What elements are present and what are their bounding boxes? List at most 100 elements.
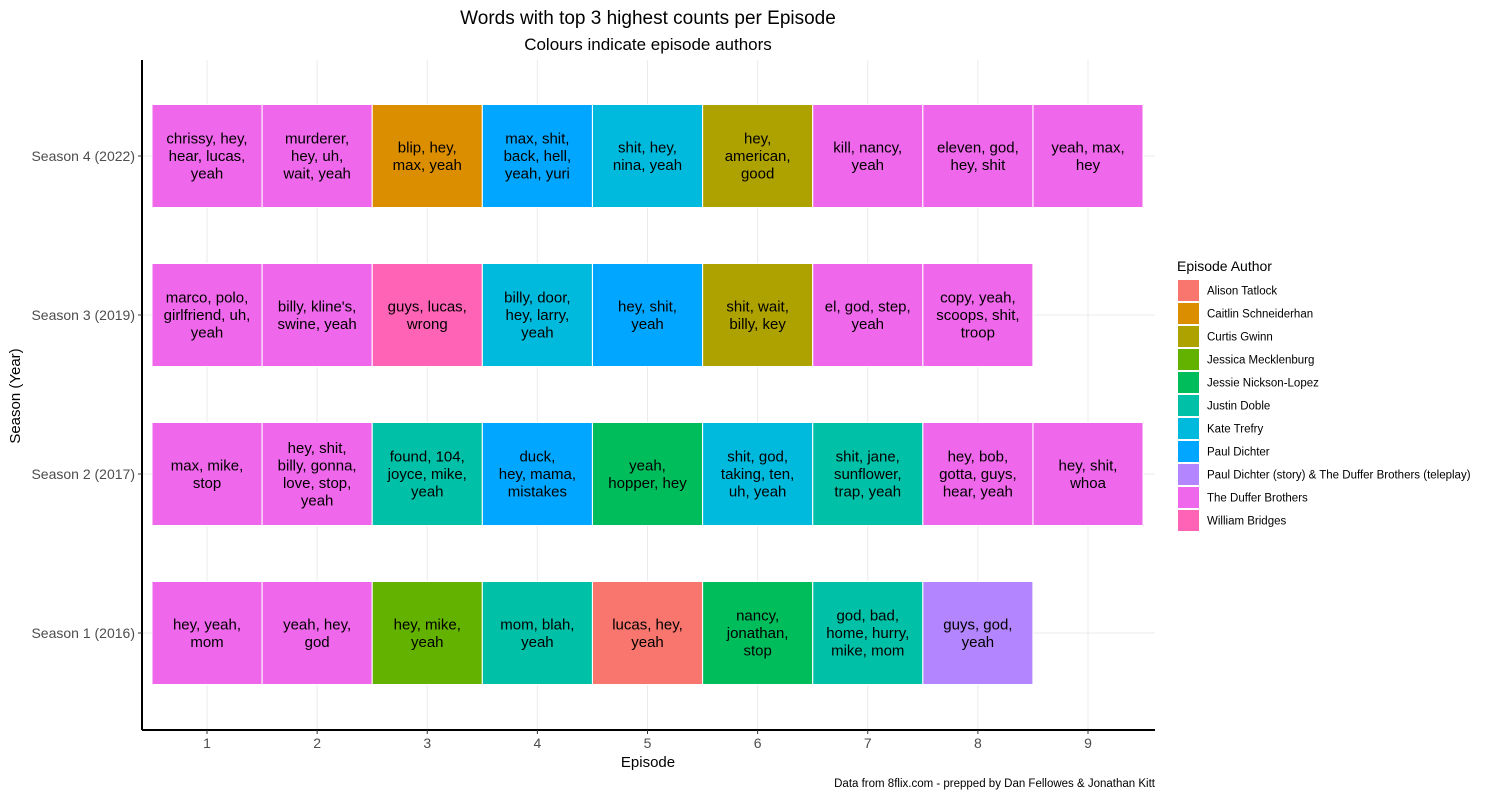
tile-label: stop bbox=[743, 643, 771, 660]
legend-item: Paul Dichter (story) & The Duffer Brothe… bbox=[1178, 464, 1471, 485]
tile-label: american, bbox=[725, 148, 791, 165]
legend-label: William Bridges bbox=[1207, 516, 1286, 528]
tile-label: yeah, max, bbox=[1051, 139, 1124, 156]
tile-label: hey, yeah, bbox=[173, 616, 241, 633]
tile-label: found, 104, bbox=[390, 449, 465, 466]
tile: blip, hey,max, yeah bbox=[371, 104, 483, 208]
tile-rect bbox=[812, 263, 924, 367]
tile-label: yeah, bbox=[629, 457, 666, 474]
tile-rect bbox=[371, 263, 483, 367]
y-tick-label: Season 3 (2019) bbox=[31, 307, 135, 323]
tile-label: mom bbox=[190, 634, 223, 651]
tile-label: stop bbox=[193, 475, 221, 492]
x-tick-label: 8 bbox=[974, 735, 982, 751]
legend-item: Jessie Nickson-Lopez bbox=[1178, 372, 1319, 393]
tile: hey, bob,gotta, guys,hear, yeah bbox=[922, 422, 1034, 526]
tile-rect bbox=[151, 104, 263, 208]
tile-label: sunflower, bbox=[834, 466, 902, 483]
tile-label: yeah bbox=[521, 634, 554, 651]
tile-label: yeah bbox=[851, 157, 884, 174]
tile-label: hey, shit bbox=[951, 157, 1007, 174]
tile-rect bbox=[922, 263, 1034, 367]
tile-label: uh, yeah bbox=[729, 484, 787, 501]
tile: max, shit,back, hell,yeah, yuri bbox=[481, 104, 593, 208]
tile-label: max, yeah bbox=[393, 157, 462, 174]
tile-label: hey, shit, bbox=[288, 440, 347, 457]
y-tick-label: Season 1 (2016) bbox=[31, 625, 135, 641]
legend-key bbox=[1178, 510, 1199, 531]
tile-label: wait, yeah bbox=[282, 166, 351, 183]
legend-item: William Bridges bbox=[1178, 510, 1286, 531]
tile: guys, god,yeah bbox=[922, 581, 1034, 685]
x-tick-label: 7 bbox=[864, 735, 872, 751]
tile-label: guys, god, bbox=[943, 616, 1012, 633]
x-tick-label: 3 bbox=[423, 735, 431, 751]
tile-label: hey, mike, bbox=[394, 616, 461, 633]
tile-label: hey bbox=[1076, 157, 1101, 174]
tile-label: god bbox=[305, 634, 330, 651]
tile: kill, nancy,yeah bbox=[812, 104, 924, 208]
caption: Data from 8flix.com - prepped by Dan Fel… bbox=[834, 778, 1156, 790]
tile-label: mistakes bbox=[508, 484, 567, 501]
legend-item: Kate Trefry bbox=[1178, 418, 1263, 439]
tile: nancy,jonathan,stop bbox=[702, 581, 814, 685]
tile-label: copy, yeah, bbox=[940, 290, 1016, 307]
tile-rect bbox=[371, 422, 483, 526]
legend-key bbox=[1178, 326, 1199, 347]
tile-rect bbox=[261, 263, 373, 367]
legend-label: Alison Tatlock bbox=[1207, 286, 1277, 298]
y-tick-label: Season 2 (2017) bbox=[31, 466, 135, 482]
tile-label: yeah bbox=[521, 325, 554, 342]
legend-key bbox=[1178, 372, 1199, 393]
x-tick-label: 1 bbox=[203, 735, 211, 751]
tile-label: hey, larry, bbox=[506, 307, 570, 324]
tile-rect bbox=[481, 104, 593, 208]
y-axis-title: Season (Year) bbox=[7, 348, 24, 443]
tile: hey, mike,yeah bbox=[371, 581, 483, 685]
legend-item: Alison Tatlock bbox=[1178, 280, 1277, 301]
tile: hey, shit,billy, gonna,love, stop,yeah bbox=[261, 422, 373, 526]
axes: 1 2 3 4 5 6 7 8 9 Season 1 (2016) Season 2 (2017) S… bbox=[31, 60, 1155, 751]
tile-rect bbox=[481, 581, 593, 685]
legend-label: Caitlin Schneiderhan bbox=[1207, 309, 1313, 321]
tile-label: blip, hey, bbox=[398, 139, 457, 156]
tile-label: lucas, hey, bbox=[612, 616, 683, 633]
tile-label: back, hell, bbox=[504, 148, 572, 165]
legend-key bbox=[1178, 441, 1199, 462]
tile-rect bbox=[481, 263, 593, 367]
tile: god, bad,home, hurry,mike, mom bbox=[812, 581, 924, 685]
legend-label: Paul Dichter bbox=[1207, 447, 1270, 459]
tile-label: billy, door, bbox=[504, 290, 570, 307]
legend: Episode Author Alison Tatlock Caitlin Sch… bbox=[1177, 258, 1471, 531]
tile-rect bbox=[812, 581, 924, 685]
tile-label: marco, polo, bbox=[166, 290, 249, 307]
chart-subtitle: Colours indicate episode authors bbox=[524, 35, 772, 54]
tile-label: yeah, hey, bbox=[283, 616, 351, 633]
tile-label: hear, lucas, bbox=[169, 148, 246, 165]
legend-label: Kate Trefry bbox=[1207, 424, 1263, 436]
y-tick-label: Season 4 (2022) bbox=[31, 148, 135, 164]
legend-key bbox=[1178, 280, 1199, 301]
legend-key bbox=[1178, 487, 1199, 508]
tile-rect bbox=[261, 422, 373, 526]
tile: yeah, max,hey bbox=[1032, 104, 1144, 208]
legend-key bbox=[1178, 303, 1199, 324]
tile-label: yeah bbox=[191, 166, 224, 183]
tile-label: chrissy, hey, bbox=[166, 131, 247, 148]
tile-label: murderer, bbox=[285, 131, 349, 148]
tile-label: mom, blah, bbox=[500, 616, 574, 633]
legend-key bbox=[1178, 395, 1199, 416]
legend-item: Curtis Gwinn bbox=[1178, 326, 1273, 347]
tile: billy, kline's,swine, yeah bbox=[261, 263, 373, 367]
tile: lucas, hey,yeah bbox=[592, 581, 703, 685]
tile-label: hear, yeah bbox=[943, 484, 1013, 501]
tile-label: jonathan, bbox=[726, 625, 789, 642]
tile-label: shit, god, bbox=[727, 449, 788, 466]
tile: shit, jane,sunflower,trap, yeah bbox=[812, 422, 924, 526]
tile-rect bbox=[151, 263, 263, 367]
tile: chrissy, hey,hear, lucas,yeah bbox=[151, 104, 263, 208]
tile-label: wrong bbox=[406, 316, 448, 333]
tile-label: swine, yeah bbox=[278, 316, 357, 333]
legend-key bbox=[1178, 464, 1199, 485]
